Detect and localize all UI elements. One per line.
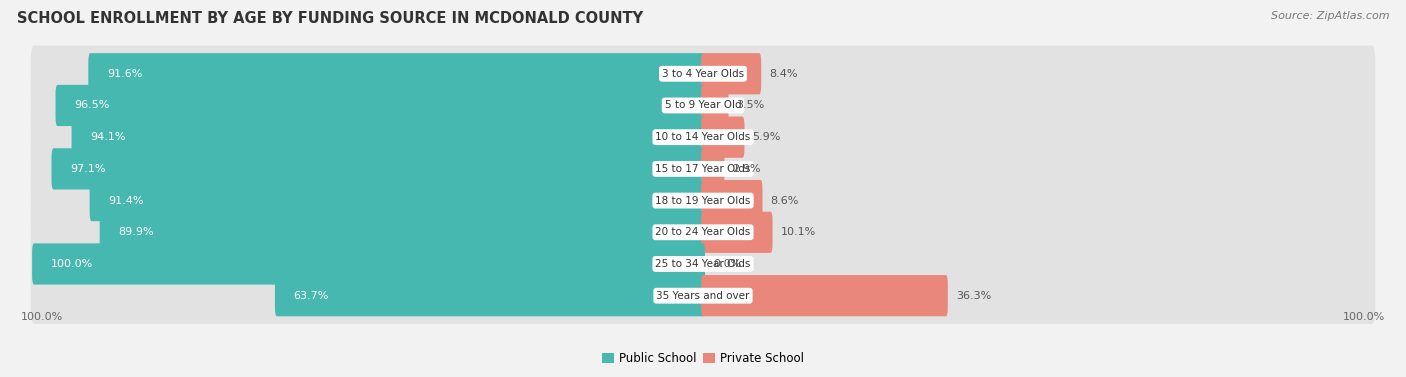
- Text: 96.5%: 96.5%: [75, 101, 110, 110]
- Text: 94.1%: 94.1%: [90, 132, 125, 142]
- Text: Source: ZipAtlas.com: Source: ZipAtlas.com: [1271, 11, 1389, 21]
- FancyBboxPatch shape: [31, 141, 1375, 197]
- FancyBboxPatch shape: [276, 275, 704, 316]
- FancyBboxPatch shape: [702, 148, 724, 190]
- FancyBboxPatch shape: [31, 77, 1375, 134]
- FancyBboxPatch shape: [90, 180, 704, 221]
- Text: 3 to 4 Year Olds: 3 to 4 Year Olds: [662, 69, 744, 79]
- Text: 36.3%: 36.3%: [956, 291, 991, 301]
- FancyBboxPatch shape: [702, 85, 728, 126]
- FancyBboxPatch shape: [31, 267, 1375, 324]
- Text: 10.1%: 10.1%: [780, 227, 815, 237]
- FancyBboxPatch shape: [31, 236, 1375, 292]
- FancyBboxPatch shape: [31, 46, 1375, 102]
- FancyBboxPatch shape: [702, 116, 744, 158]
- FancyBboxPatch shape: [702, 53, 761, 94]
- Text: 15 to 17 Year Olds: 15 to 17 Year Olds: [655, 164, 751, 174]
- Text: 89.9%: 89.9%: [118, 227, 155, 237]
- FancyBboxPatch shape: [31, 109, 1375, 166]
- FancyBboxPatch shape: [55, 85, 704, 126]
- Text: 8.4%: 8.4%: [769, 69, 797, 79]
- Text: 91.4%: 91.4%: [108, 196, 143, 205]
- Text: 97.1%: 97.1%: [70, 164, 105, 174]
- Text: 100.0%: 100.0%: [51, 259, 93, 269]
- FancyBboxPatch shape: [52, 148, 704, 190]
- FancyBboxPatch shape: [72, 116, 704, 158]
- Text: 8.6%: 8.6%: [770, 196, 799, 205]
- Text: 3.5%: 3.5%: [737, 101, 765, 110]
- Text: 25 to 34 Year Olds: 25 to 34 Year Olds: [655, 259, 751, 269]
- FancyBboxPatch shape: [32, 244, 704, 285]
- Text: 5.9%: 5.9%: [752, 132, 780, 142]
- Text: 2.9%: 2.9%: [733, 164, 761, 174]
- Text: 10 to 14 Year Olds: 10 to 14 Year Olds: [655, 132, 751, 142]
- Text: 20 to 24 Year Olds: 20 to 24 Year Olds: [655, 227, 751, 237]
- FancyBboxPatch shape: [702, 275, 948, 316]
- FancyBboxPatch shape: [89, 53, 704, 94]
- Text: SCHOOL ENROLLMENT BY AGE BY FUNDING SOURCE IN MCDONALD COUNTY: SCHOOL ENROLLMENT BY AGE BY FUNDING SOUR…: [17, 11, 643, 26]
- FancyBboxPatch shape: [100, 211, 704, 253]
- Text: 5 to 9 Year Old: 5 to 9 Year Old: [665, 101, 741, 110]
- Text: 35 Years and over: 35 Years and over: [657, 291, 749, 301]
- FancyBboxPatch shape: [31, 172, 1375, 229]
- Text: 91.6%: 91.6%: [107, 69, 142, 79]
- Legend: Public School, Private School: Public School, Private School: [599, 348, 807, 369]
- Text: 100.0%: 100.0%: [1343, 312, 1385, 322]
- Text: 0.0%: 0.0%: [713, 259, 741, 269]
- Text: 100.0%: 100.0%: [21, 312, 63, 322]
- FancyBboxPatch shape: [702, 211, 772, 253]
- FancyBboxPatch shape: [702, 180, 762, 221]
- FancyBboxPatch shape: [31, 204, 1375, 261]
- Text: 18 to 19 Year Olds: 18 to 19 Year Olds: [655, 196, 751, 205]
- Text: 63.7%: 63.7%: [294, 291, 329, 301]
